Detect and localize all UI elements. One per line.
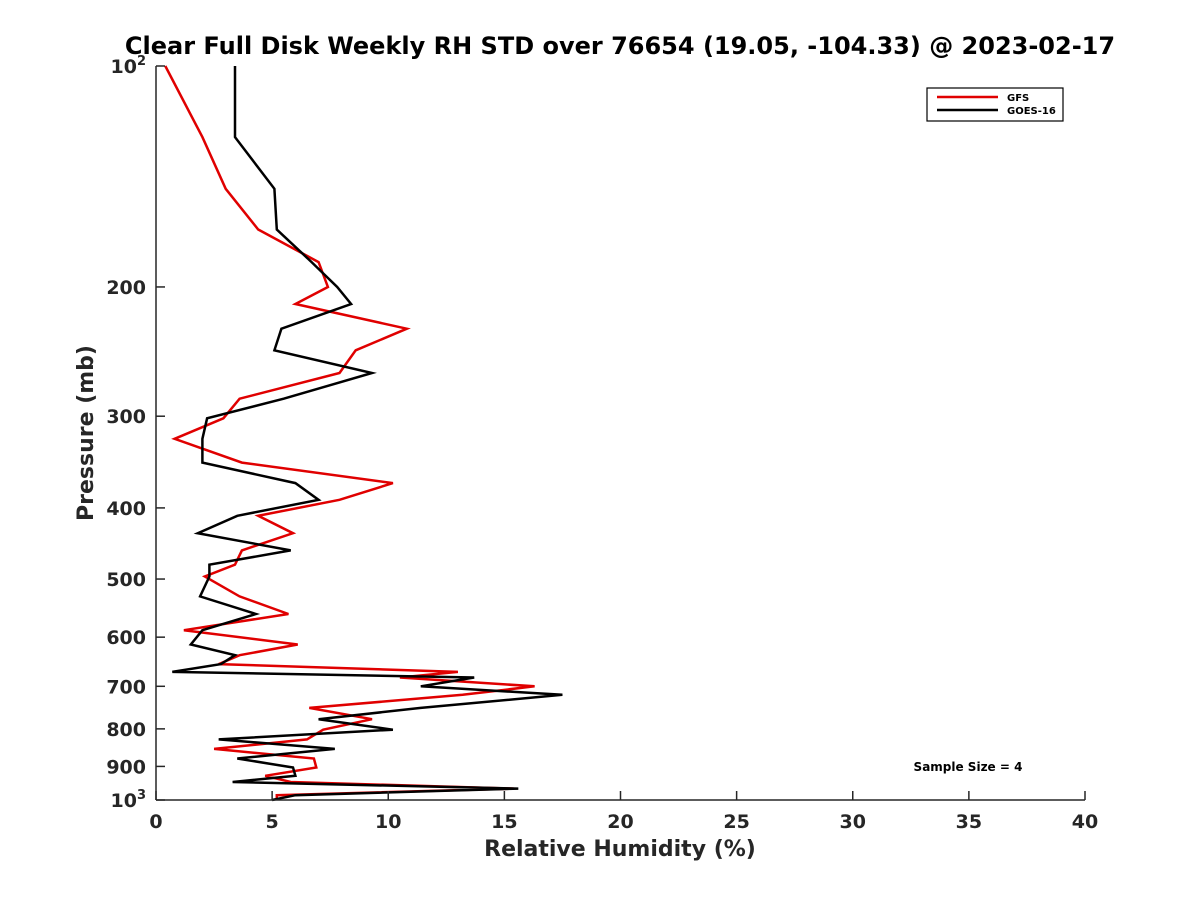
y-tick-label: 800 [106,719,146,741]
x-tick-label: 10 [375,811,401,833]
x-tick-label: 15 [491,811,517,833]
y-tick-label: 700 [106,676,146,698]
series-line-gfs [164,65,535,800]
x-tick-label: 20 [607,811,633,833]
x-tick-label: 25 [723,811,749,833]
series-layer [164,65,563,802]
y-tick-label: 400 [106,498,146,520]
x-tick-label: 40 [1072,811,1098,833]
y-tick-label: 300 [106,406,146,428]
x-tick-label: 30 [840,811,866,833]
x-tick-label: 35 [956,811,982,833]
y-tick-label: 600 [106,627,146,649]
x-axis-label: Relative Humidity (%) [484,837,756,862]
x-ticks: 0 5 10 15 20 25 30 35 40 [149,791,1098,833]
legend: GFS GOES-16 [926,87,1064,122]
y-axis-label: Pressure (mb) [74,345,99,521]
x-tick-label: 0 [149,811,162,833]
legend-label-gfs: GFS [1007,93,1029,104]
series-line-goes-16 [172,66,563,802]
chart-title: Clear Full Disk Weekly RH STD over 76654… [125,32,1115,60]
y-tick-label: 500 [106,569,146,591]
y-tick-label: 200 [106,277,146,299]
legend-label-goes-16: GOES-16 [1007,106,1056,117]
plot-area [156,66,1085,800]
x-tick-label: 5 [266,811,279,833]
legend-box [926,87,1064,122]
sample-size-annotation: Sample Size = 4 [914,760,1023,774]
y-tick-label: 900 [106,756,146,778]
